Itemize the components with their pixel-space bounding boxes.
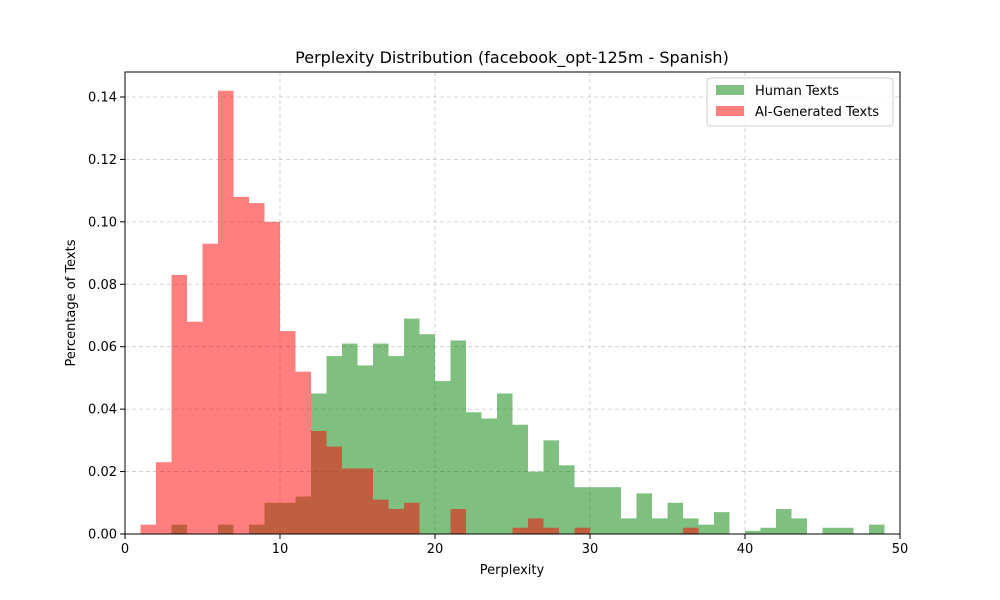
human-bar	[838, 527, 854, 534]
human-bar	[543, 440, 559, 534]
human-bar	[869, 524, 885, 534]
ai-bar	[342, 468, 358, 534]
legend-swatch-ai	[716, 106, 744, 116]
ai-bar	[156, 462, 172, 534]
ai-bar	[202, 243, 218, 534]
ai-series	[140, 90, 699, 535]
ai-bar	[326, 446, 342, 534]
human-bar	[745, 530, 761, 534]
human-bar	[388, 356, 404, 534]
human-bar	[822, 527, 838, 534]
histogram-bars	[140, 90, 885, 535]
ai-bar	[264, 221, 280, 535]
human-bar	[574, 487, 590, 534]
chart-title: Perplexity Distribution (facebook_opt-12…	[295, 48, 729, 68]
y-tick-label: 0.08	[88, 278, 117, 293]
human-bar	[450, 340, 466, 534]
x-tick-label: 10	[272, 542, 289, 557]
human-bar	[776, 509, 792, 534]
ai-bar	[295, 371, 311, 534]
human-bar	[481, 418, 497, 534]
legend-label-human: Human Texts	[755, 84, 839, 99]
y-tick-label: 0.10	[88, 215, 117, 230]
human-bar	[512, 424, 528, 534]
ai-bar	[512, 527, 528, 534]
ai-bar	[357, 468, 373, 534]
ai-bar	[140, 524, 156, 534]
human-bar	[466, 412, 482, 534]
x-tick-label: 30	[582, 542, 599, 557]
human-bar	[636, 493, 652, 534]
human-bar	[435, 381, 451, 534]
y-tick-label: 0.14	[88, 90, 117, 105]
ai-bar	[450, 509, 466, 534]
ai-bar	[373, 499, 389, 534]
y-tick-label: 0.04	[88, 403, 117, 418]
ai-bar	[543, 527, 559, 534]
ai-bar	[249, 203, 265, 535]
human-bar	[605, 487, 621, 534]
human-bar	[404, 318, 420, 534]
ai-bar	[280, 331, 296, 534]
human-bar	[373, 343, 389, 534]
y-tick-label: 0.02	[88, 465, 117, 480]
y-tick-label: 0.12	[88, 153, 117, 168]
y-tick-label: 0.06	[88, 340, 117, 355]
ai-bar	[171, 274, 187, 534]
ai-bar	[404, 502, 420, 534]
legend-label-ai: AI-Generated Texts	[755, 105, 879, 120]
human-bar	[559, 465, 575, 534]
ai-bar	[528, 518, 544, 534]
ai-bar	[187, 321, 203, 534]
ai-bar	[311, 430, 327, 534]
x-tick-label: 40	[737, 542, 754, 557]
human-bar	[652, 518, 668, 534]
human-bar	[791, 518, 807, 534]
legend-swatch-human	[716, 85, 744, 95]
human-bar	[621, 518, 637, 534]
y-axis-ticks: 0.00 0.02 0.04 0.06 0.08 0.10 0.12 0.14	[88, 90, 125, 543]
x-tick-label: 50	[892, 542, 909, 557]
ai-bar	[218, 90, 234, 534]
human-bar	[497, 393, 513, 534]
legend: Human Texts AI-Generated Texts	[706, 77, 894, 127]
x-axis-ticks: 0 10 20 30 40 50	[121, 534, 908, 557]
ai-bar	[388, 509, 404, 534]
ai-bar	[574, 527, 590, 534]
plot-frame	[124, 71, 901, 535]
x-axis-title: Perplexity	[480, 563, 545, 578]
y-tick-label: 0.00	[88, 528, 117, 543]
human-bar	[698, 524, 714, 534]
y-axis-title: Percentage of Texts	[64, 239, 79, 366]
human-bar	[419, 334, 435, 534]
ai-bar	[683, 527, 699, 534]
legend-box	[706, 77, 894, 127]
ai-bar	[233, 196, 249, 534]
human-bar	[714, 512, 730, 534]
human-bar	[590, 487, 606, 534]
x-tick-label: 0	[121, 542, 129, 557]
x-tick-label: 20	[427, 542, 444, 557]
human-bar	[760, 527, 776, 534]
human-bar	[667, 502, 683, 534]
